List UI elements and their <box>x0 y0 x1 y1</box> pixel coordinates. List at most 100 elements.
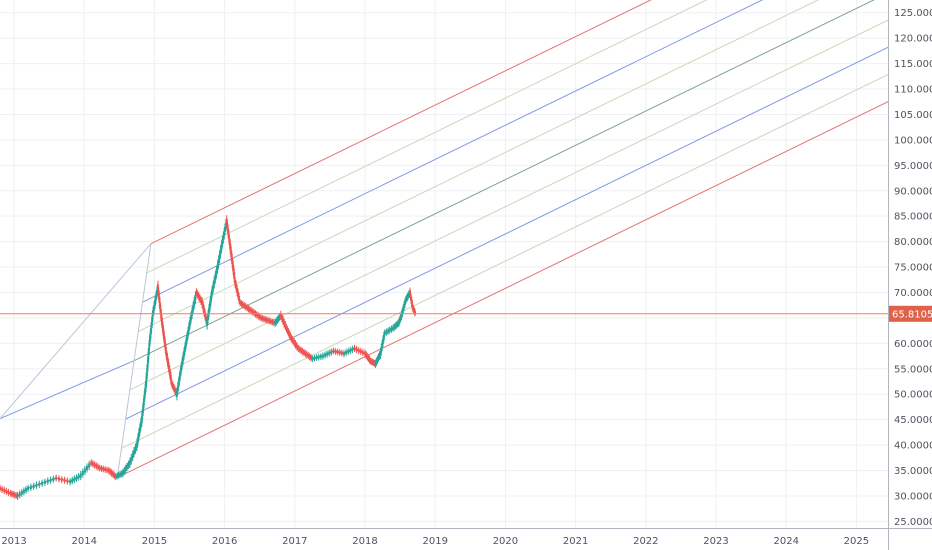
current-price-tag-label: 65.8105 <box>892 309 932 320</box>
candle-body <box>232 264 235 272</box>
candle-body <box>241 303 244 307</box>
candle-body <box>169 374 172 381</box>
pitchfork-line-0 <box>150 0 652 245</box>
candle-body <box>395 323 398 327</box>
candle-body <box>146 364 149 372</box>
candle-body <box>138 427 141 433</box>
candle-body <box>219 249 222 255</box>
candle-body <box>189 315 192 321</box>
x-axis-labels[interactable]: 2013 2014 2015 2016 2017 2018 2019 2020 2021 2022… <box>1 536 869 547</box>
candle-body <box>159 308 162 315</box>
candle-body <box>258 315 261 319</box>
pitchfork-line-8 <box>116 101 888 479</box>
candle-body <box>220 243 223 250</box>
candle-body <box>150 322 153 329</box>
candle-body <box>268 319 271 323</box>
y-tick-label-80: 80.0000 <box>894 237 932 248</box>
candle-body <box>145 380 148 388</box>
candle-body <box>227 228 230 235</box>
candle-body <box>13 493 16 497</box>
candle-body <box>173 388 176 393</box>
candle-body <box>15 493 18 497</box>
y-axis-labels[interactable]: 25.0000 30.0000 35.0000 40.0000 45.0000 50.00… <box>894 8 932 528</box>
candle-body <box>283 320 286 326</box>
candle-body <box>57 477 60 481</box>
candle-body <box>172 386 175 391</box>
candle-body <box>223 231 226 236</box>
candle-body <box>142 402 145 409</box>
candle-body <box>81 471 84 476</box>
candle-body <box>267 318 270 322</box>
candle-body <box>222 235 225 241</box>
candle-body <box>403 300 406 306</box>
candle-body <box>288 332 291 337</box>
candle-body <box>401 310 404 315</box>
candle-body <box>139 421 142 428</box>
pitchfork-line-6 <box>125 46 888 420</box>
candle-body <box>73 477 76 481</box>
candle-body <box>302 350 305 355</box>
candle-body <box>176 386 179 392</box>
candle-body <box>305 352 308 357</box>
candle-body <box>317 355 320 359</box>
candle-body <box>287 330 290 335</box>
candle-body <box>227 233 230 240</box>
candle-body <box>328 351 331 355</box>
candle-body <box>193 299 196 306</box>
candle-body <box>203 308 206 314</box>
candle-body <box>359 349 362 354</box>
y-tick-label-30: 30.0000 <box>894 491 932 502</box>
candle-body <box>164 343 167 350</box>
candle-body <box>210 289 213 296</box>
candle-body <box>387 329 390 333</box>
candle-body <box>280 315 283 320</box>
current-price-tag-background <box>889 305 932 322</box>
candle-body <box>135 442 138 448</box>
candle-body <box>212 284 215 291</box>
candle-body <box>234 279 237 285</box>
x-tick-label-2021: 2021 <box>563 536 588 547</box>
candle-body <box>98 466 101 470</box>
candle-body <box>63 478 66 482</box>
candle-body <box>311 357 314 361</box>
candle-body <box>403 304 406 309</box>
candle-body <box>160 314 163 322</box>
candle-body <box>226 223 229 230</box>
candle-body <box>297 346 300 351</box>
candle-body <box>192 304 195 311</box>
candle-body <box>167 362 170 369</box>
candle-body <box>368 357 371 362</box>
candle-body <box>221 239 224 245</box>
candle-body <box>187 325 190 331</box>
pitchfork-line-2 <box>142 0 764 303</box>
candle-body <box>264 317 267 321</box>
candle-body <box>309 355 312 360</box>
candle-body <box>357 348 360 353</box>
candle-body <box>149 328 152 335</box>
y-tick-label-75: 75.0000 <box>894 263 932 274</box>
candle-body <box>381 338 384 344</box>
candle-body <box>239 301 242 305</box>
candle-body <box>349 348 352 353</box>
candle-body <box>326 352 329 356</box>
candle-body <box>133 449 136 455</box>
candle-body <box>265 318 268 322</box>
candle-body <box>376 357 379 362</box>
candle-body <box>100 466 103 470</box>
candle-body <box>123 469 126 473</box>
candle-body <box>177 381 180 387</box>
candle-body <box>134 446 137 451</box>
candle-body <box>342 351 345 356</box>
candle-body <box>52 477 55 481</box>
x-tick-label-2015: 2015 <box>142 536 167 547</box>
candle-body <box>141 409 144 416</box>
candle-body <box>400 313 403 318</box>
y-tick-label-50: 50.0000 <box>894 390 932 401</box>
candle-body <box>3 488 6 493</box>
candle-body <box>41 481 44 485</box>
candle-body <box>119 472 122 477</box>
x-tick-label-2013: 2013 <box>1 536 26 547</box>
